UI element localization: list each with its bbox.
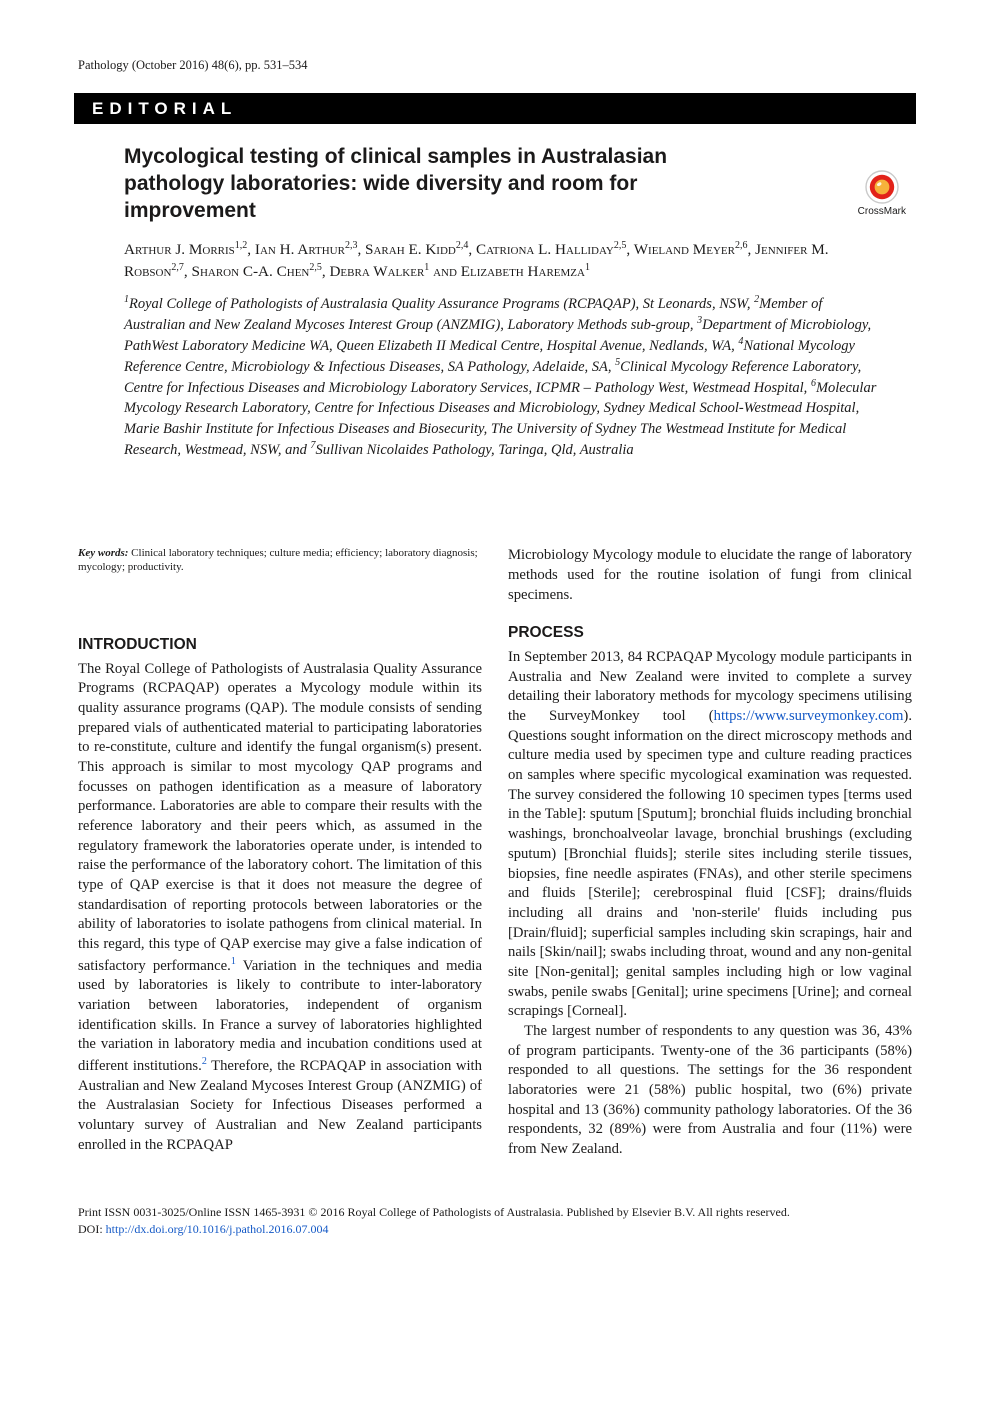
keywords-text: Clinical laboratory techniques; culture … xyxy=(78,547,478,573)
surveymonkey-link[interactable]: https://www.surveymonkey.com xyxy=(714,708,904,724)
doi-link[interactable]: http://dx.doi.org/10.1016/j.pathol.2016.… xyxy=(106,1222,329,1236)
column-right: Microbiology Mycology module to elucidat… xyxy=(508,546,912,1160)
body-columns: Key words: Clinical laboratory technique… xyxy=(78,546,912,1160)
title-block: Mycological testing of clinical samples … xyxy=(78,124,912,233)
affiliations: 1Royal College of Pathologists of Austra… xyxy=(78,283,886,460)
crossmark-icon xyxy=(865,170,899,204)
section-band: EDITORIAL xyxy=(74,93,916,124)
heading-introduction: INTRODUCTION xyxy=(78,635,482,656)
running-head: Pathology (October 2016) 48(6), pp. 531–… xyxy=(78,58,912,73)
footer-issn-line: Print ISSN 0031-3025/Online ISSN 1465-39… xyxy=(78,1204,912,1221)
heading-process: PROCESS xyxy=(508,623,912,644)
page-footer: Print ISSN 0031-3025/Online ISSN 1465-39… xyxy=(78,1204,912,1238)
keywords-label: Key words: xyxy=(78,547,128,559)
column-left: Key words: Clinical laboratory technique… xyxy=(78,546,482,1160)
crossmark-label: CrossMark xyxy=(858,206,906,217)
page-root: Pathology (October 2016) 48(6), pp. 531–… xyxy=(0,0,992,1273)
intro-paragraph-1: The Royal College of Pathologists of Aus… xyxy=(78,660,482,1156)
col2-continuation: Microbiology Mycology module to elucidat… xyxy=(508,546,912,605)
crossmark-badge[interactable]: CrossMark xyxy=(858,170,906,217)
process-paragraph-1: In September 2013, 84 RCPAQAP Mycology m… xyxy=(508,648,912,1022)
author-list: Arthur J. Morris1,2, Ian H. Arthur2,3, S… xyxy=(78,233,886,283)
keywords-block: Key words: Clinical laboratory technique… xyxy=(78,546,482,575)
process-paragraph-2: The largest number of respondents to any… xyxy=(508,1022,912,1160)
article-title: Mycological testing of clinical samples … xyxy=(124,144,744,225)
footer-doi-line: DOI: http://dx.doi.org/10.1016/j.pathol.… xyxy=(78,1221,912,1238)
footer-doi-label: DOI: xyxy=(78,1222,106,1236)
